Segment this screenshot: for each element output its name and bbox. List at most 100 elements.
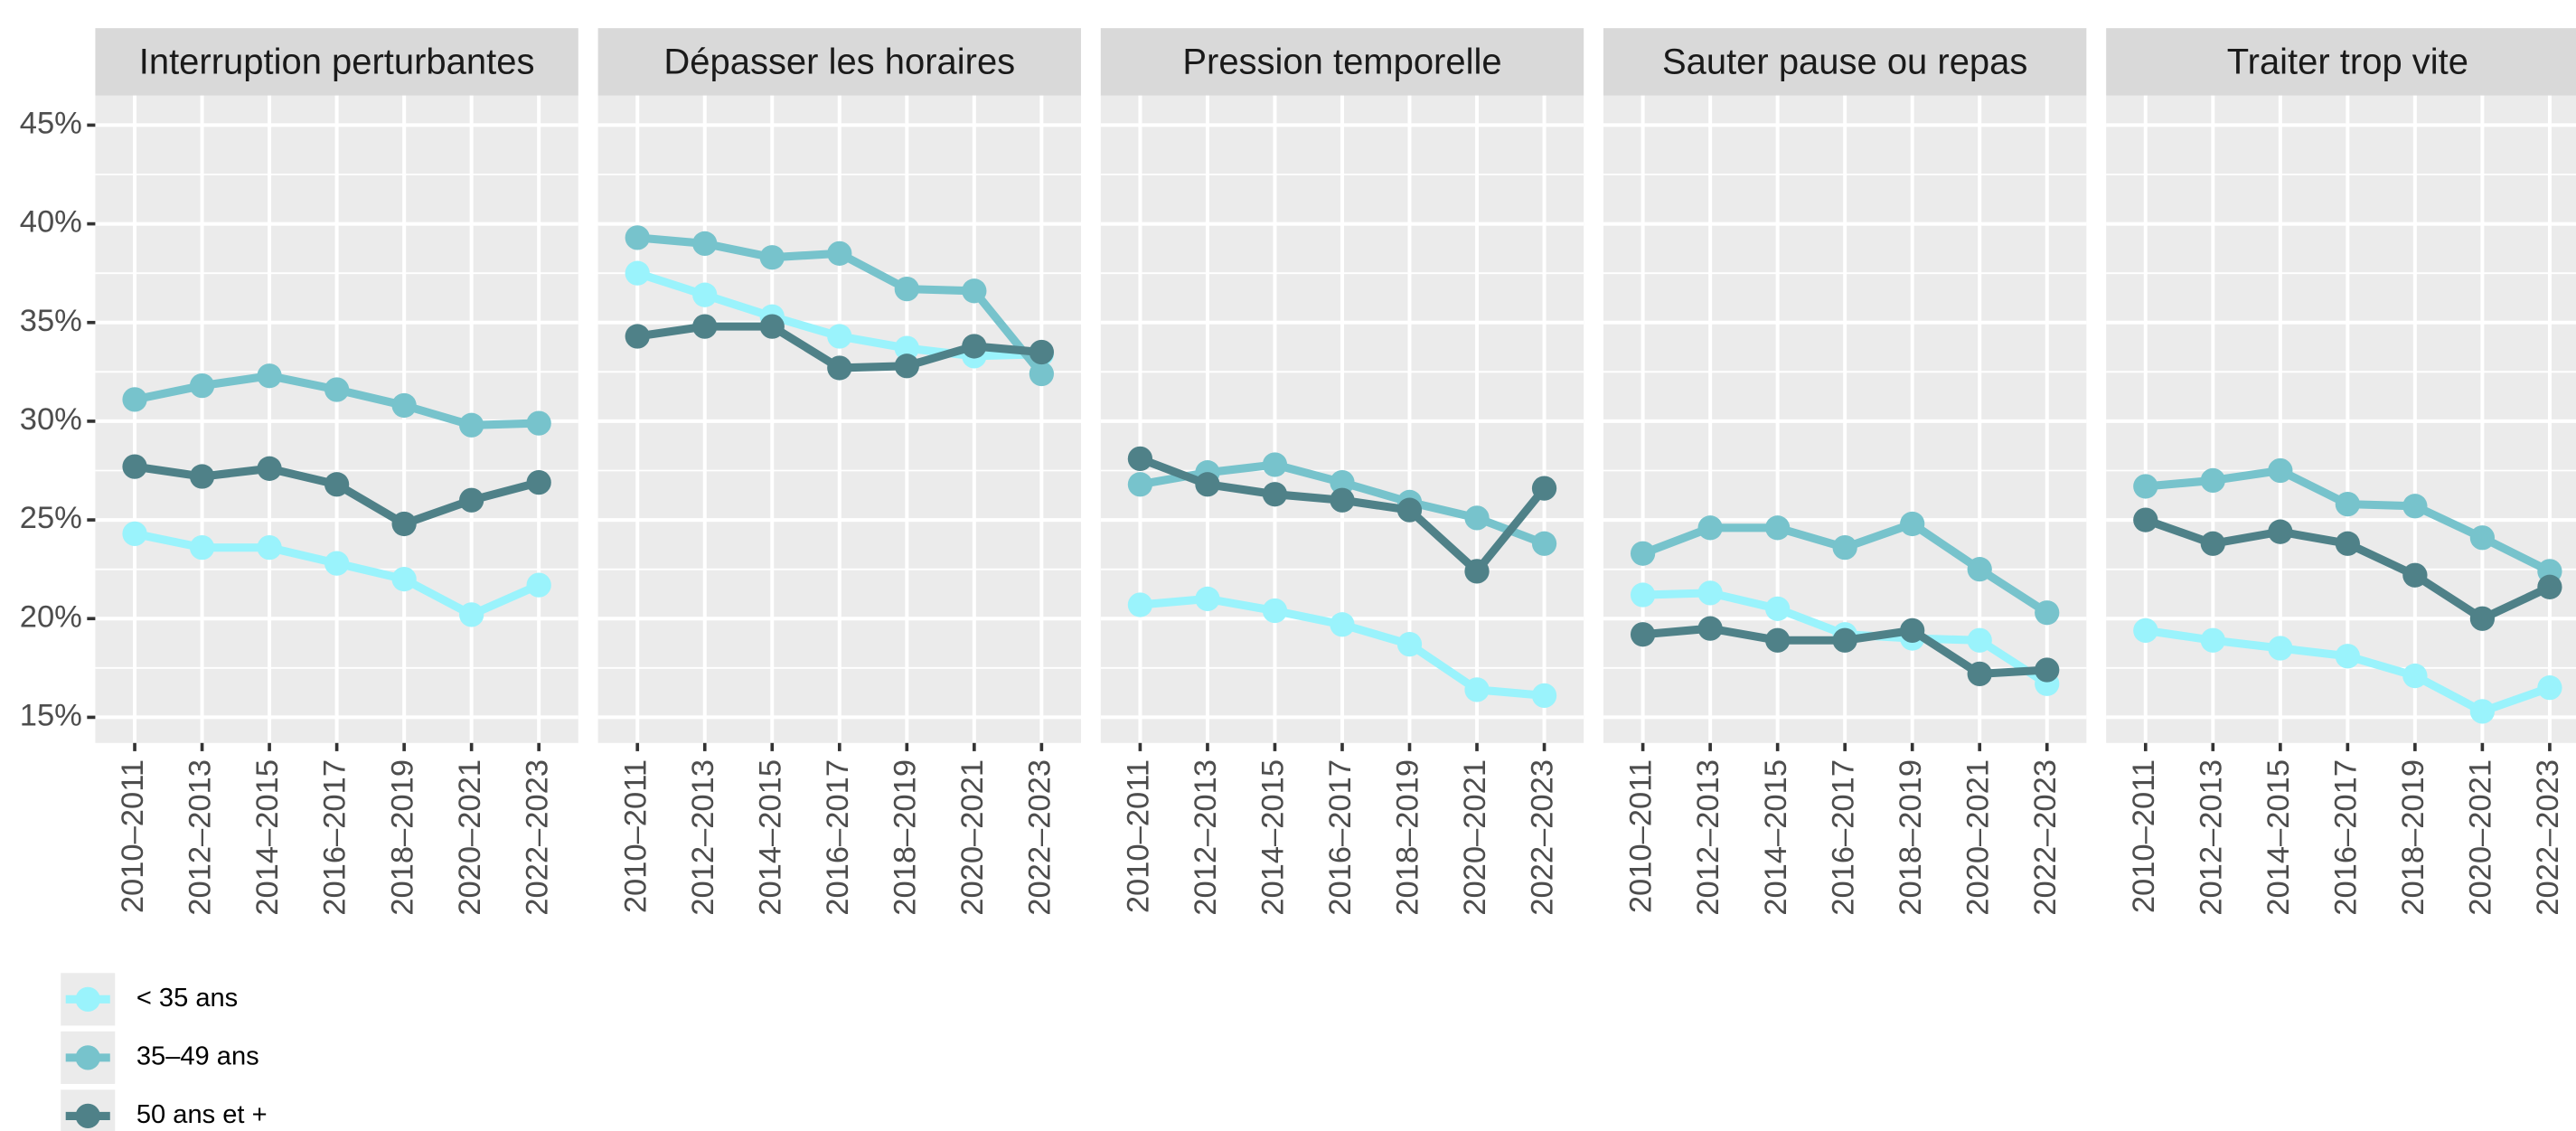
x-tick-label: 2014–2015: [250, 759, 285, 916]
y-tick-label: 30%: [20, 402, 82, 437]
y-tick-label: 35%: [20, 304, 82, 338]
point: [2335, 531, 2360, 556]
point: [2035, 657, 2060, 683]
point: [1396, 497, 1423, 523]
x-tick-label: 2012–2013: [2194, 759, 2228, 916]
x-tick-label: 2010–2011: [116, 759, 150, 913]
strip-title: Sauter pause ou repas: [1662, 42, 2027, 82]
point: [894, 277, 919, 302]
point: [1630, 582, 1656, 608]
point: [2402, 562, 2428, 588]
point: [2402, 663, 2428, 689]
x-tick-label: 2018–2019: [888, 759, 922, 916]
point: [257, 363, 282, 389]
x-tick-label: 2018–2019: [1391, 759, 1425, 916]
point: [1697, 580, 1723, 606]
strip: [1100, 28, 1584, 96]
point: [2537, 574, 2562, 599]
strip-title: Traiter trop vite: [2227, 42, 2468, 82]
strip: [2106, 28, 2576, 96]
point: [625, 225, 650, 250]
point: [692, 231, 718, 257]
point: [2469, 525, 2496, 551]
legend-point: [75, 986, 100, 1012]
x-tick-label: 2020–2021: [2464, 759, 2498, 916]
point: [122, 454, 147, 479]
point: [962, 278, 987, 304]
x-tick-label: 2016–2017: [318, 759, 353, 916]
point: [1029, 361, 1054, 387]
point: [2469, 699, 2496, 724]
x-tick-label: 2022–2023: [1526, 759, 1560, 916]
legend-label: 50 ans et +: [136, 1100, 268, 1129]
point: [2200, 627, 2225, 653]
x-tick-label: 2014–2015: [2261, 759, 2296, 916]
point: [692, 314, 718, 339]
point: [2035, 600, 2060, 626]
point: [2335, 491, 2360, 517]
point: [1900, 617, 1925, 643]
point: [1967, 627, 1992, 653]
point: [1262, 452, 1288, 477]
point: [2268, 636, 2293, 661]
point: [2268, 519, 2293, 544]
point: [1464, 505, 1490, 531]
point: [459, 487, 484, 513]
strip: [95, 28, 578, 96]
point: [2402, 494, 2428, 519]
point: [1029, 339, 1054, 365]
legend-point: [75, 1045, 100, 1070]
point: [1967, 557, 1992, 582]
strip: [1603, 28, 2087, 96]
y-tick-label: 15%: [20, 699, 82, 733]
point: [1765, 596, 1791, 621]
point: [1127, 472, 1153, 497]
point: [459, 412, 484, 438]
point: [1531, 531, 1557, 556]
x-tick-label: 2018–2019: [2396, 759, 2430, 916]
x-tick-label: 2016–2017: [2328, 759, 2363, 916]
point: [1262, 598, 1288, 624]
x-tick-label: 2010–2011: [1624, 759, 1659, 913]
strip-title: Dépasser les horaires: [663, 42, 1015, 82]
x-tick-label: 2022–2023: [520, 759, 554, 916]
point: [1832, 535, 1857, 561]
x-tick-label: 2018–2019: [1894, 759, 1928, 916]
point: [1464, 677, 1490, 702]
point: [324, 472, 350, 497]
x-tick-label: 2014–2015: [753, 759, 787, 916]
strip-title: Interruption perturbantes: [139, 42, 535, 82]
point: [1262, 482, 1288, 507]
point: [122, 521, 147, 546]
x-tick-label: 2016–2017: [1826, 759, 1860, 916]
point: [1127, 446, 1153, 472]
point: [2537, 675, 2562, 701]
point: [391, 511, 417, 537]
x-tick-label: 2014–2015: [1759, 759, 1793, 916]
point: [827, 355, 852, 381]
x-tick-label: 2020–2021: [955, 759, 990, 916]
point: [526, 572, 551, 598]
x-tick-label: 2022–2023: [2531, 759, 2565, 916]
point: [2200, 531, 2225, 556]
x-tick-label: 2014–2015: [1256, 759, 1291, 916]
point: [1697, 616, 1723, 641]
point: [2268, 457, 2293, 484]
y-tick-label: 45%: [20, 107, 82, 141]
point: [189, 372, 215, 399]
point: [894, 335, 919, 361]
point: [459, 602, 484, 627]
point: [526, 410, 551, 436]
point: [1765, 627, 1791, 653]
x-tick-label: 2018–2019: [385, 759, 419, 916]
point: [692, 282, 718, 307]
strip-title: Pression temporelle: [1182, 42, 1501, 82]
y-tick-label: 25%: [20, 501, 82, 535]
x-tick-label: 2012–2013: [1189, 759, 1223, 916]
point: [625, 260, 650, 286]
point: [759, 245, 785, 270]
x-tick-label: 2010–2011: [2127, 759, 2161, 913]
x-tick-label: 2012–2013: [1691, 759, 1725, 916]
point: [1531, 683, 1557, 709]
